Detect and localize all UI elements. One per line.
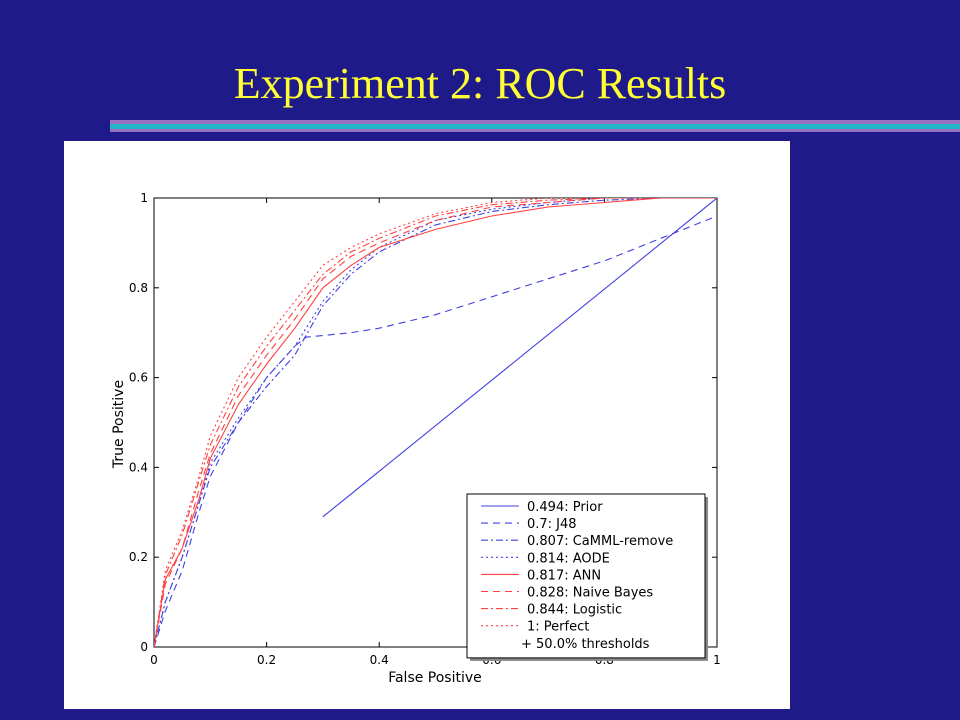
x-tick-label: 0.4: [370, 653, 389, 667]
y-tick-label: 0: [140, 640, 148, 654]
slide-title: Experiment 2: ROC Results: [233, 59, 727, 108]
y-tick-label: 1: [140, 191, 148, 205]
legend-entry-label: 0.814: AODE: [527, 551, 610, 566]
y-tick-label: 0.6: [129, 371, 148, 385]
plot-frame: [153, 197, 718, 648]
y-tick-label: 0.8: [129, 281, 148, 295]
title-rule-purple-lower: [110, 129, 960, 132]
series-line-7: [154, 198, 717, 647]
series-line-4: [154, 198, 717, 647]
x-tick-label: 0.2: [257, 653, 276, 667]
series-line-1: [322, 198, 717, 518]
legend-entry-label: 1: Perfect: [527, 620, 589, 635]
y-tick-label: 0.4: [129, 460, 148, 474]
legend-entry-label: 0.817: ANN: [527, 568, 601, 583]
legend-entry-label: 0.494: Prior: [527, 500, 603, 515]
title-rule-purple: [110, 120, 960, 124]
title-rule-teal: [110, 124, 960, 129]
legend-footer: + 50.0% thresholds: [521, 637, 650, 652]
legend-entry-label: 0.807: CaMML-remove: [527, 534, 673, 549]
legend-entry-label: 0.828: Naive Bayes: [527, 586, 653, 601]
legend-entry-label: 0.844: Logistic: [527, 603, 622, 618]
y-tick-label: 0.2: [129, 550, 148, 564]
series-line-6: [154, 198, 717, 647]
series-line-5: [154, 198, 717, 647]
x-tick-label: 1: [713, 653, 721, 667]
x-tick-label: 0: [150, 653, 158, 667]
legend-box: [466, 493, 706, 659]
roc-chart: False Positive True Positive 00 0.2 0.2 0.4…: [111, 191, 721, 686]
roc-plot-panel: False Positive True Positive 0 0 0.2 0.2 0.4…: [64, 141, 790, 709]
x-axis-label: False Positive: [388, 670, 482, 686]
legend-entry-label: 0.7: J48: [527, 517, 577, 532]
y-axis-label: True Positive: [111, 380, 127, 469]
series-line-2: [154, 215, 717, 647]
